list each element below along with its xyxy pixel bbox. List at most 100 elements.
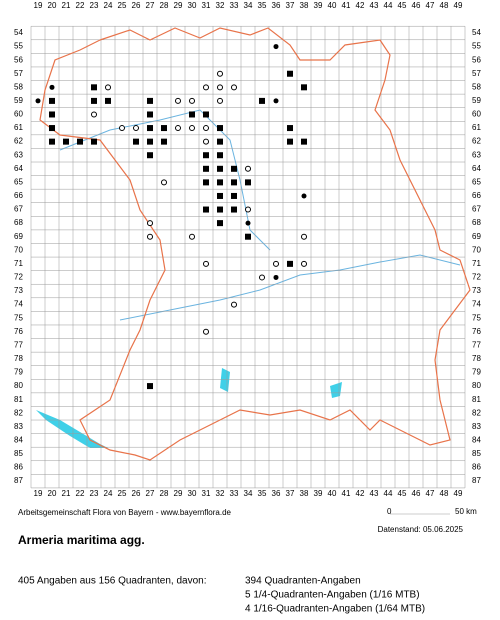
row-label: 81 — [472, 395, 481, 404]
column-label: 39 — [314, 489, 323, 498]
row-label: 70 — [472, 245, 481, 254]
column-label: 45 — [398, 489, 407, 498]
marker-square — [49, 97, 55, 104]
marker-square — [259, 97, 265, 104]
column-label: 36 — [272, 1, 281, 10]
stats-summary: 405 Angaben aus 156 Quadranten, davon: — [18, 576, 207, 587]
marker-square — [231, 179, 237, 186]
row-label: 74 — [472, 300, 481, 309]
column-label: 37 — [286, 489, 295, 498]
row-label: 60 — [14, 110, 23, 119]
marker-open — [217, 70, 223, 77]
row-label: 74 — [14, 300, 23, 309]
column-label: 25 — [118, 489, 127, 498]
column-label: 24 — [104, 489, 113, 498]
row-label: 55 — [14, 42, 23, 51]
row-label: 69 — [14, 232, 23, 241]
column-label: 25 — [118, 1, 127, 10]
row-label: 87 — [472, 476, 481, 485]
column-label: 32 — [216, 1, 225, 10]
marker-open — [231, 84, 237, 91]
column-label: 23 — [90, 1, 99, 10]
row-label: 77 — [14, 340, 23, 349]
marker-open — [161, 179, 167, 186]
column-label: 21 — [62, 1, 71, 10]
column-label: 46 — [412, 1, 421, 10]
row-label: 75 — [14, 313, 23, 322]
column-label: 46 — [412, 489, 421, 498]
column-label: 31 — [202, 1, 211, 10]
row-label: 69 — [472, 232, 481, 241]
scale-start: 0 — [387, 507, 392, 516]
column-label: 30 — [188, 489, 197, 498]
column-label: 36 — [272, 489, 281, 498]
marker-square — [217, 165, 223, 172]
row-label: 71 — [472, 259, 481, 268]
marker-square — [231, 206, 237, 213]
marker-square — [203, 165, 209, 172]
marker-square — [91, 97, 97, 104]
row-label: 66 — [472, 191, 481, 200]
row-label: 63 — [472, 150, 481, 159]
marker-open — [231, 301, 237, 308]
column-label: 43 — [370, 489, 379, 498]
row-label: 59 — [472, 96, 481, 105]
row-label: 56 — [472, 55, 481, 64]
row-label: 77 — [472, 340, 481, 349]
row-label: 71 — [14, 259, 23, 268]
column-label: 29 — [174, 1, 183, 10]
marker-square — [105, 97, 111, 104]
column-label: 43 — [370, 1, 379, 10]
column-label: 29 — [174, 489, 183, 498]
marker-square — [301, 84, 307, 91]
column-label: 26 — [132, 489, 141, 498]
date: Datenstand: 05.06.2025 — [378, 525, 464, 534]
marker-square — [217, 179, 223, 186]
row-label: 59 — [14, 96, 23, 105]
row-label: 85 — [14, 449, 23, 458]
row-label: 66 — [14, 191, 23, 200]
column-label: 19 — [34, 1, 43, 10]
marker-square — [203, 206, 209, 213]
marker-square — [49, 111, 55, 118]
row-label: 86 — [14, 463, 23, 472]
marker-square — [217, 125, 223, 132]
row-label: 70 — [14, 245, 23, 254]
row-label: 61 — [472, 123, 481, 132]
column-label: 34 — [244, 1, 253, 10]
row-label: 81 — [14, 395, 23, 404]
column-label: 41 — [342, 1, 351, 10]
column-label: 38 — [300, 489, 309, 498]
column-label: 20 — [48, 1, 57, 10]
marker-open — [217, 84, 223, 91]
row-label: 64 — [472, 164, 481, 173]
column-label: 47 — [426, 1, 435, 10]
row-label: 58 — [472, 82, 481, 91]
river — [119, 254, 461, 321]
column-label: 35 — [258, 1, 267, 10]
marker-open — [189, 97, 195, 104]
marker-square — [147, 152, 153, 159]
row-label: 82 — [14, 408, 23, 417]
marker-open — [301, 233, 307, 240]
marker-open — [119, 125, 125, 132]
row-label: 64 — [14, 164, 23, 173]
marker-square — [147, 125, 153, 132]
marker-square — [287, 125, 293, 132]
marker-square — [133, 138, 139, 145]
row-label: 80 — [472, 381, 481, 390]
row-label: 55 — [472, 42, 481, 51]
marker-square — [189, 111, 195, 118]
column-label: 30 — [188, 1, 197, 10]
marker-open — [203, 84, 209, 91]
column-label: 40 — [328, 1, 337, 10]
marker-open — [91, 111, 97, 118]
marker-square — [217, 138, 223, 145]
column-label: 37 — [286, 1, 295, 10]
marker-open — [189, 125, 195, 132]
marker-square — [147, 97, 153, 104]
marker-square — [49, 125, 55, 132]
marker-square — [203, 179, 209, 186]
marker-open — [203, 138, 209, 145]
